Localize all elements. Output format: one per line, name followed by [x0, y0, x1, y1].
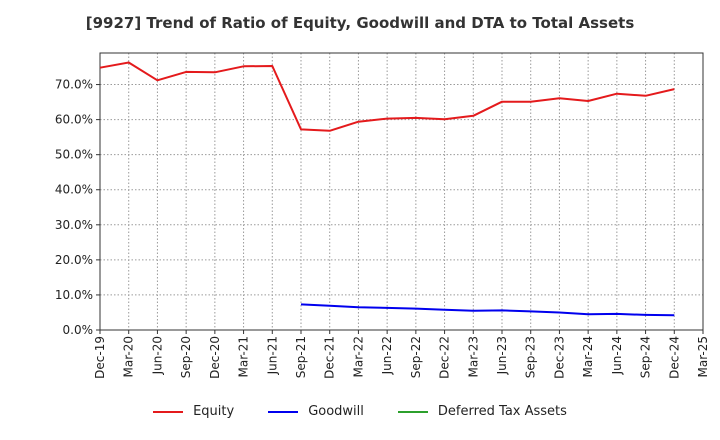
series-line-equity	[99, 61, 675, 132]
x-tick-label: Dec-23	[552, 336, 566, 379]
x-tick-label: Sep-24	[639, 336, 653, 378]
x-tick-label: Jun-23	[495, 336, 509, 375]
x-tick-label: Mar-22	[351, 336, 365, 377]
x-tick-label: Sep-22	[409, 336, 423, 378]
x-tick-label: Mar-23	[466, 336, 480, 377]
x-tick-label: Dec-19	[93, 336, 107, 379]
chart-legend: Equity Goodwill Deferred Tax Assets	[0, 404, 720, 419]
legend-swatch-dta	[397, 410, 428, 413]
legend-label-equity: Equity	[193, 404, 235, 419]
y-tick-label: 40.0%	[55, 183, 93, 197]
x-tick-label: Mar-24	[581, 336, 595, 377]
x-tick-label: Jun-22	[380, 336, 394, 375]
y-tick-label: 30.0%	[55, 218, 93, 232]
x-tick-label: Sep-23	[524, 336, 538, 378]
y-tick-label: 20.0%	[55, 253, 93, 267]
x-tick-label: Jun-21	[265, 336, 279, 375]
y-tick-label: 0.0%	[63, 323, 94, 337]
series-line-goodwill	[300, 303, 675, 317]
x-tick-label: Dec-21	[323, 336, 337, 379]
y-tick-label: 10.0%	[55, 288, 93, 302]
x-tick-label: Jun-24	[610, 336, 624, 375]
plot-area	[99, 52, 704, 331]
y-tick-label: 50.0%	[55, 148, 93, 162]
x-tick-label: Sep-20	[179, 336, 193, 378]
legend-label-dta: Deferred Tax Assets	[437, 404, 567, 419]
x-tick-label: Dec-20	[208, 336, 222, 379]
x-tick-label: Dec-24	[667, 336, 681, 379]
legend-swatch-equity	[153, 410, 184, 413]
x-tick-label: Mar-21	[237, 336, 251, 377]
x-tick-label: Jun-20	[150, 336, 164, 375]
x-tick-label: Dec-22	[438, 336, 452, 379]
legend-item-equity: Equity	[153, 404, 234, 419]
y-tick-label: 70.0%	[55, 78, 93, 92]
legend-item-goodwill: Goodwill	[268, 404, 364, 419]
x-tick-label: Mar-20	[122, 336, 136, 377]
legend-swatch-goodwill	[268, 410, 299, 413]
y-tick-label: 60.0%	[55, 113, 93, 127]
legend-item-dta: Deferred Tax Assets	[397, 404, 567, 419]
x-tick-label: Sep-21	[294, 336, 308, 378]
chart-title: [9927] Trend of Ratio of Equity, Goodwil…	[85, 14, 635, 32]
legend-label-goodwill: Goodwill	[308, 404, 364, 419]
x-tick-label: Mar-25	[696, 336, 710, 377]
